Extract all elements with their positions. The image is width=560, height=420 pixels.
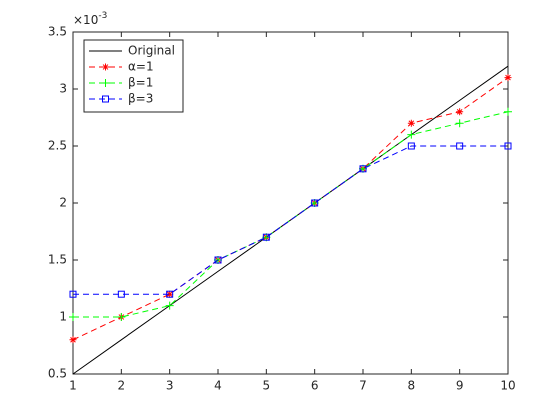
marker-square [407,142,415,150]
series-line [73,111,509,318]
legend-label: β=3 [128,92,153,106]
marker-star [407,119,415,127]
legend-label: β=1 [128,76,153,90]
axes-box [72,31,509,375]
x-tick-label: 10 [500,379,515,393]
x-tick-label: 9 [456,379,464,393]
marker-square [504,142,512,150]
y-tick-label: 1.5 [48,253,67,267]
marker-plus [69,313,77,321]
marker-square [69,290,77,298]
marker-star [456,108,464,116]
y-tick-label: 2.5 [48,139,67,153]
legend-label: Original [128,44,175,58]
y-tick-label: 3 [59,82,67,96]
x-tick-label: 8 [408,379,416,393]
x-tick-label: 6 [311,379,319,393]
marker-square [214,256,222,264]
series-line [72,65,509,375]
series-line [73,145,508,295]
x-tick-label: 1 [69,379,77,393]
x-tick-label: 5 [263,379,271,393]
legend-box [83,39,184,113]
y-multiplier-exponent: -3 [98,11,107,21]
marker-star [69,336,77,344]
x-tick-label: 3 [166,379,174,393]
marker-plus [504,107,512,116]
marker-square [262,233,270,241]
y-tick-label: 2 [59,196,67,210]
marker-plus [101,79,110,87]
y-tick-label: 3.5 [48,25,67,39]
legend: Original α=1 β=1 β=3 [83,39,184,113]
y-tick-label: 0.5 [48,367,67,381]
marker-plus [455,119,464,128]
marker-square [311,199,319,207]
marker-plus [117,313,126,321]
y-multiplier-base: ×10 [73,13,98,27]
marker-star [102,63,109,71]
marker-star [166,290,174,298]
marker-square [102,95,109,103]
y-multiplier: ×10-3 [73,11,107,27]
x-tick-label: 7 [359,379,367,393]
marker-plus [407,130,416,139]
x-tick-label: 2 [118,379,126,393]
marker-plus [165,301,174,310]
x-tick-label: 4 [214,379,222,393]
marker-star [504,74,512,82]
marker-square [359,165,367,173]
series-line [72,77,509,341]
legend-label: α=1 [128,60,154,74]
marker-square [166,290,174,298]
y-tick-label: 1 [59,310,67,324]
marker-square [117,290,125,298]
marker-square [456,142,464,150]
